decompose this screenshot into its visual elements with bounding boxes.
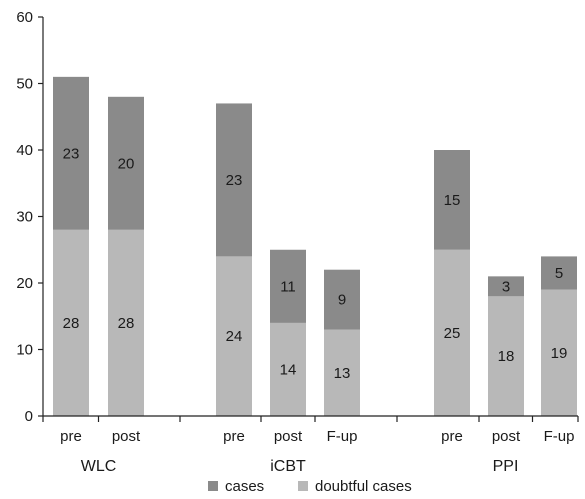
y-tick-label: 10 [16, 342, 33, 359]
bar-value-label: 24 [226, 328, 243, 345]
bar-value-label: 15 [444, 192, 461, 209]
x-category-label: pre [223, 428, 245, 445]
bar-value-label: 13 [334, 365, 351, 382]
x-category-label: pre [441, 428, 463, 445]
bar-segment-doubtful-cases [488, 296, 524, 416]
bar-segment-cases [53, 76, 89, 230]
x-category-label: post [112, 428, 141, 445]
bar-segment-cases [541, 256, 577, 290]
x-group-label: PPI [493, 458, 519, 475]
bar-value-label: 18 [498, 348, 515, 365]
x-category-label: pre [60, 428, 82, 445]
y-tick-label: 40 [16, 142, 33, 159]
bars: 28 23 28 20 24 23 14 11 13 9 25 15 18 3 19 5 [53, 76, 577, 416]
bar-value-label: 3 [502, 278, 510, 295]
bar-segment-cases [216, 103, 252, 257]
bar-value-label: 11 [280, 278, 296, 295]
x-category-label: post [492, 428, 521, 445]
bar-value-label: 9 [338, 292, 346, 309]
bar-segment-doubtful-cases [270, 322, 306, 416]
y-tick-label: 30 [16, 209, 33, 226]
bar-segment-cases [434, 150, 470, 250]
bar-value-label: 28 [118, 315, 135, 332]
bar-segment-doubtful-cases [324, 329, 360, 416]
bar-segment-cases [488, 276, 524, 297]
bar-segment-cases [324, 269, 360, 330]
bar-segment-doubtful-cases [434, 249, 470, 416]
y-tick-label: 20 [16, 275, 33, 292]
x-category-label: F-up [544, 428, 575, 445]
bar-segment-cases [108, 96, 144, 230]
bar-value-label: 23 [63, 145, 80, 162]
y-tick-label: 0 [25, 408, 33, 425]
bar-value-label: 20 [118, 155, 135, 172]
x-axis: pre post pre post F-up pre post F-up WLC iCBT PPI [42, 415, 579, 475]
x-category-label: F-up [327, 428, 358, 445]
bar-segment-doubtful-cases [53, 229, 89, 416]
bar-value-label: 14 [280, 361, 297, 378]
x-group-label: WLC [81, 458, 117, 475]
bar-segment-doubtful-cases [108, 229, 144, 416]
legend: cases doubtful cases [208, 478, 412, 495]
legend-swatch [298, 481, 308, 491]
legend-label: cases [225, 478, 264, 495]
y-tick-label: 60 [16, 9, 33, 26]
y-tick-label: 50 [16, 76, 33, 93]
x-category-label: post [274, 428, 303, 445]
bar-value-label: 23 [226, 172, 243, 189]
bar-value-label: 28 [63, 315, 80, 332]
bar-value-label: 5 [555, 265, 563, 282]
bar-value-label: 19 [551, 345, 568, 362]
bar-value-label: 25 [444, 325, 461, 342]
legend-swatch [208, 481, 218, 491]
bar-segment-cases [270, 249, 306, 323]
bar-segment-doubtful-cases [216, 256, 252, 416]
bar-segment-doubtful-cases [541, 289, 577, 416]
x-group-label: iCBT [270, 458, 306, 475]
y-axis: 0 10 20 30 40 50 60 [16, 9, 44, 425]
legend-label: doubtful cases [315, 478, 412, 495]
